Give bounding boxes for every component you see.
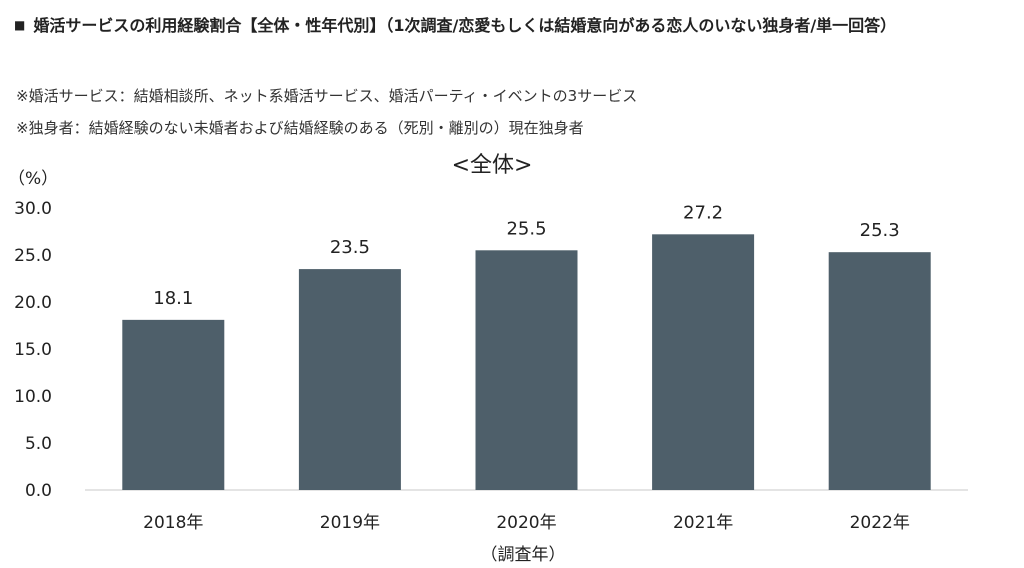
note-service-definition: ※婚活サービス：結婚相談所、ネット系婚活サービス、婚活パーティ・イベントの3サー… (16, 87, 638, 105)
x-tick-label: 2020年 (496, 513, 556, 533)
x-tick-label: 2021年 (673, 513, 733, 533)
value-labels: 18.1 23.5 25.5 27.2 25.3 (153, 202, 899, 309)
data-label: 18.1 (153, 288, 193, 309)
y-tick-label: 5.0 (25, 434, 52, 454)
x-tick-label: 2018年 (143, 513, 203, 533)
bullet-icon: ■ (14, 18, 26, 32)
y-tick-label: 30.0 (14, 199, 52, 219)
page-title: ■ 婚活サービスの利用経験割合【全体・性年代別】（1次調査/恋愛もしくは結婚意向が… (14, 10, 1014, 41)
y-tick-label: 20.0 (14, 293, 52, 313)
x-tick-label: 2022年 (850, 513, 910, 533)
bars (122, 234, 931, 490)
data-label: 25.5 (506, 218, 546, 239)
y-axis-label: （%） (8, 169, 58, 189)
y-tick-label: 25.0 (14, 246, 52, 266)
chart-title: <全体> (452, 153, 533, 178)
y-tick-labels: 0.0 5.0 10.0 15.0 20.0 25.0 30.0 (14, 199, 52, 501)
x-axis-label: （調査年） (481, 545, 566, 565)
x-tick-label: 2019年 (320, 513, 380, 533)
page-title-text: 婚活サービスの利用経験割合【全体・性年代別】（1次調査/恋愛もしくは結婚意向があ… (33, 16, 897, 35)
bar (298, 269, 401, 490)
bar (652, 234, 755, 490)
y-tick-label: 15.0 (14, 340, 52, 360)
data-label: 23.5 (330, 237, 370, 258)
bar (122, 319, 225, 490)
y-tick-label: 10.0 (14, 387, 52, 407)
note-single-definition: ※独身者：結婚経験のない未婚者および結婚経験のある（死別・離別の）現在独身者 (16, 119, 584, 137)
bar (828, 252, 931, 490)
y-tick-label: 0.0 (25, 481, 52, 501)
bar (475, 250, 578, 490)
data-label: 25.3 (860, 220, 900, 241)
data-label: 27.2 (683, 202, 723, 223)
x-tick-labels: 2018年 2019年 2020年 2021年 2022年 (143, 513, 910, 533)
